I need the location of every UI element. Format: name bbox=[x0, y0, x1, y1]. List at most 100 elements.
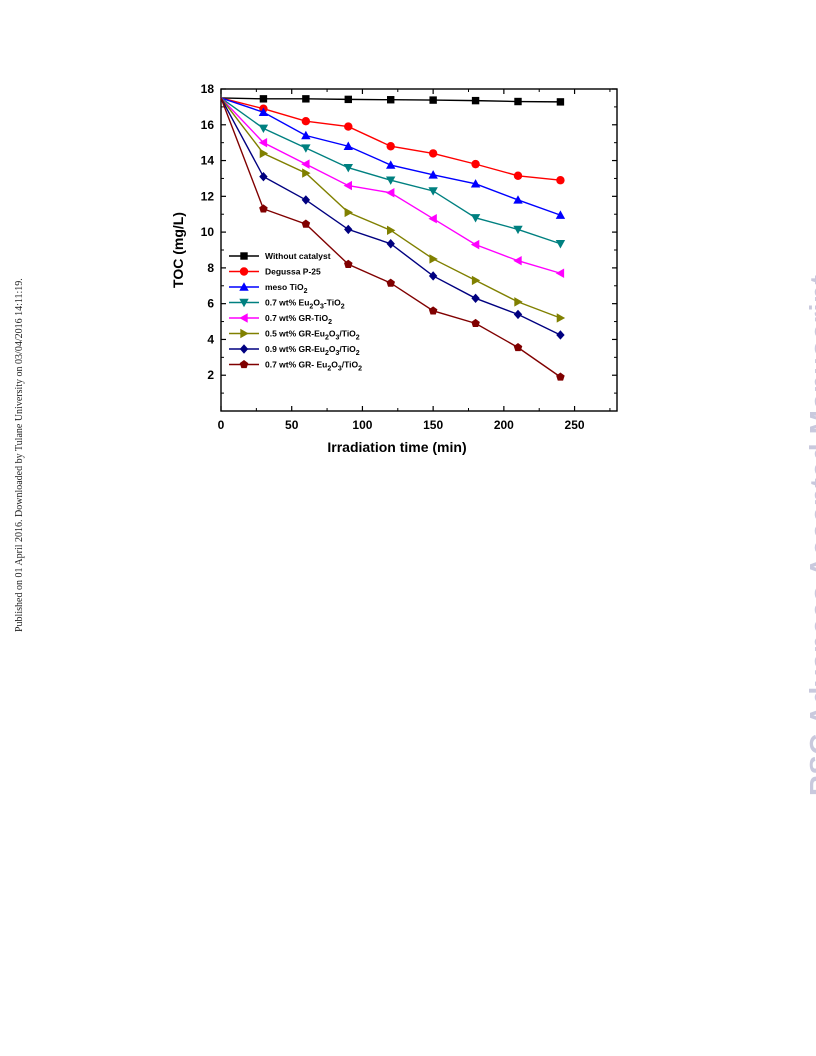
data-point bbox=[471, 96, 480, 105]
series-layer bbox=[220, 95, 566, 381]
data-point bbox=[428, 271, 438, 281]
x-tick-label: 250 bbox=[565, 418, 585, 432]
data-point bbox=[301, 144, 311, 153]
data-point bbox=[387, 96, 395, 104]
data-point bbox=[556, 372, 565, 381]
data-point bbox=[301, 219, 311, 228]
data-point bbox=[513, 195, 523, 204]
x-axis: 0 50 100 150 200 250 bbox=[218, 89, 611, 432]
y-tick-label: 10 bbox=[201, 225, 215, 239]
legend-label: 0.5 wt% GR-Eu2O3/TiO2 bbox=[265, 329, 360, 342]
data-point bbox=[514, 97, 522, 106]
data-point bbox=[428, 306, 438, 315]
x-tick-label: 200 bbox=[494, 418, 514, 432]
data-point bbox=[429, 96, 437, 104]
legend-entry: 0.7 wt% GR-TiO2 bbox=[229, 313, 332, 326]
data-point bbox=[556, 98, 565, 106]
series-5 bbox=[220, 97, 566, 323]
legend-marker bbox=[239, 282, 249, 291]
legend-label: Without catalyst bbox=[265, 251, 331, 261]
data-point bbox=[513, 256, 522, 266]
data-point bbox=[302, 95, 310, 103]
data-point bbox=[556, 176, 565, 185]
data-point bbox=[259, 95, 268, 103]
series-0 bbox=[220, 95, 565, 106]
legend-label: 0.9 wt% GR-Eu2O3/TiO2 bbox=[265, 344, 360, 357]
data-point bbox=[302, 168, 311, 178]
series-3 bbox=[220, 97, 566, 249]
data-point bbox=[386, 239, 395, 249]
data-point bbox=[556, 313, 566, 323]
data-point bbox=[555, 210, 566, 219]
data-point bbox=[471, 159, 480, 169]
data-point bbox=[513, 171, 523, 180]
data-point bbox=[428, 149, 438, 158]
y-axis: 2 4 6 8 10 12 14 16 18 bbox=[201, 82, 617, 394]
legend-label: 0.7 wt% GR- Eu2O3/TiO2 bbox=[265, 360, 362, 373]
legend-label: Degussa P-25 bbox=[265, 267, 321, 277]
data-point bbox=[344, 95, 352, 104]
y-tick-label: 8 bbox=[207, 261, 214, 275]
data-point bbox=[556, 330, 565, 340]
data-point bbox=[301, 130, 311, 140]
x-tick-label: 100 bbox=[352, 418, 372, 432]
x-tick-label: 50 bbox=[285, 418, 299, 432]
data-point bbox=[301, 117, 311, 126]
data-point bbox=[470, 239, 480, 250]
y-tick-label: 6 bbox=[207, 297, 214, 311]
data-point bbox=[513, 225, 523, 235]
data-point bbox=[555, 268, 565, 278]
data-point bbox=[513, 342, 523, 352]
data-point bbox=[344, 207, 353, 218]
series-6 bbox=[220, 97, 565, 340]
series-2 bbox=[220, 97, 566, 219]
x-tick-label: 150 bbox=[423, 418, 443, 432]
data-point bbox=[343, 180, 352, 191]
data-point bbox=[344, 224, 353, 235]
y-tick-label: 16 bbox=[201, 118, 215, 132]
y-tick-label: 2 bbox=[207, 368, 214, 382]
legend-label: 0.7 wt% Eu2O3-TiO2 bbox=[265, 298, 345, 311]
data-point bbox=[258, 137, 268, 148]
legend-marker bbox=[239, 344, 249, 354]
legend-marker bbox=[239, 360, 249, 369]
data-point bbox=[386, 278, 395, 287]
data-point bbox=[343, 164, 353, 173]
data-point bbox=[471, 293, 480, 303]
data-point bbox=[258, 107, 269, 116]
series-line bbox=[220, 97, 561, 216]
legend-marker bbox=[239, 313, 248, 323]
data-point bbox=[386, 176, 396, 185]
data-point bbox=[513, 309, 523, 320]
legend-marker bbox=[239, 298, 249, 308]
legend-entry: Without catalyst bbox=[229, 251, 331, 261]
data-point bbox=[386, 160, 396, 169]
data-point bbox=[470, 179, 481, 188]
legend-entry: 0.5 wt% GR-Eu2O3/TiO2 bbox=[229, 329, 360, 342]
data-point bbox=[555, 240, 566, 249]
data-point bbox=[386, 188, 395, 198]
y-tick-label: 4 bbox=[207, 332, 214, 346]
legend-entry: 0.7 wt% GR- Eu2O3/TiO2 bbox=[229, 360, 362, 373]
y-tick-label: 18 bbox=[201, 82, 215, 96]
series-4 bbox=[220, 97, 565, 278]
data-point bbox=[301, 159, 310, 169]
legend-entry: 0.9 wt% GR-Eu2O3/TiO2 bbox=[229, 344, 360, 357]
data-point bbox=[259, 204, 268, 213]
data-point bbox=[428, 170, 438, 179]
series-7 bbox=[220, 97, 565, 381]
x-axis-title: Irradiation time (min) bbox=[327, 439, 466, 455]
data-point bbox=[471, 275, 481, 286]
legend: Without catalyst Degussa P-25 meso TiO2 0.7… bbox=[229, 251, 362, 373]
x-tick-label: 0 bbox=[218, 418, 225, 432]
series-1 bbox=[220, 97, 565, 185]
legend-marker bbox=[239, 267, 249, 276]
legend-marker bbox=[240, 328, 249, 339]
data-point bbox=[343, 141, 353, 150]
legend-entry: 0.7 wt% Eu2O3-TiO2 bbox=[229, 298, 345, 311]
data-point bbox=[344, 122, 353, 131]
data-point bbox=[514, 297, 523, 307]
data-point bbox=[259, 148, 269, 159]
legend-entry: meso TiO2 bbox=[229, 282, 308, 295]
